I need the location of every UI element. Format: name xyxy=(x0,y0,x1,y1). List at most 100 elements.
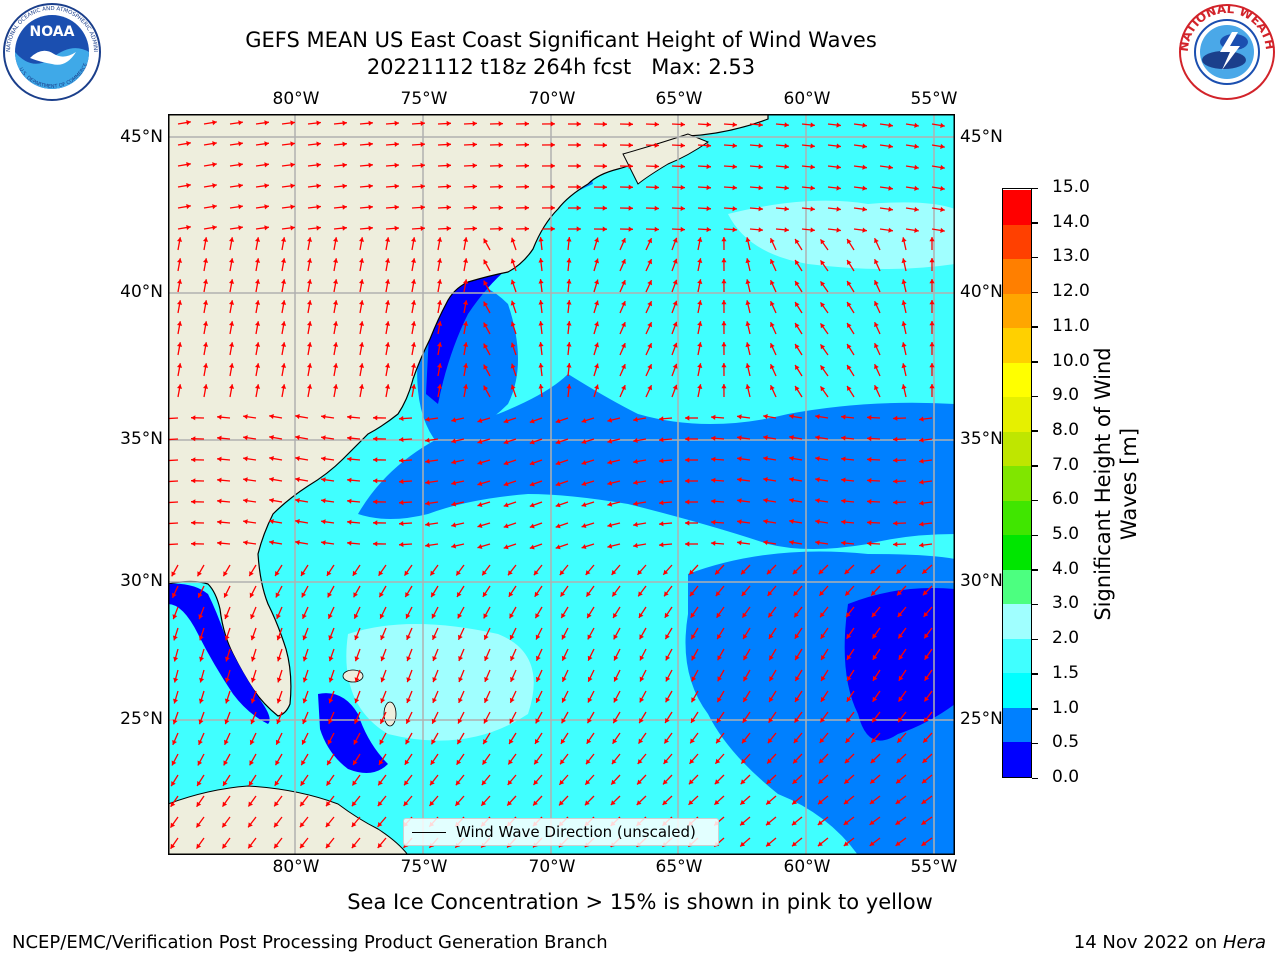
arrow-head-icon xyxy=(472,184,477,190)
arrow-head-icon xyxy=(229,237,235,242)
arrow-head-icon xyxy=(186,225,191,231)
arrow-head-icon xyxy=(869,799,875,804)
arrow-head-icon xyxy=(509,739,514,744)
arrow-head-icon xyxy=(566,258,572,263)
arrow-head-icon xyxy=(430,780,435,786)
arrow-head-icon xyxy=(483,259,489,265)
arrow-head-icon xyxy=(763,456,768,462)
arrow-head-icon xyxy=(602,121,607,127)
colorbar-tick-mark xyxy=(1032,673,1038,675)
arrow-head-icon xyxy=(172,719,178,725)
arrow-head-icon xyxy=(302,656,308,662)
arrow-head-icon xyxy=(784,143,789,149)
arrow-head-icon xyxy=(810,185,815,191)
lat-label-left: 45°N xyxy=(120,127,163,147)
arrow-head-icon xyxy=(482,591,488,597)
arrow-head-icon xyxy=(789,540,794,545)
arrow-head-icon xyxy=(929,342,935,347)
arrow-head-icon xyxy=(770,259,775,265)
arrow-head-icon xyxy=(431,718,437,724)
arrow-head-icon xyxy=(893,499,898,505)
arrow-head-icon xyxy=(191,457,196,463)
arrow-head-icon xyxy=(170,822,176,828)
arrow-head-icon xyxy=(841,477,846,483)
arrow-head-icon xyxy=(385,321,391,326)
arrow-head-icon xyxy=(477,544,483,549)
arrow-head-icon xyxy=(229,363,235,368)
arrow-head-icon xyxy=(446,120,451,127)
arrow-head-icon xyxy=(763,435,768,441)
arrow-head-icon xyxy=(524,163,529,169)
arrow-head-icon xyxy=(274,843,279,849)
arrow-head-icon xyxy=(711,435,716,441)
arrow-head-icon xyxy=(354,656,360,662)
arrow-head-icon xyxy=(483,343,489,349)
arrow-head-icon xyxy=(898,675,904,681)
arrow-head-icon xyxy=(654,142,659,148)
arrow-head-icon xyxy=(621,343,626,348)
arrow-head-icon xyxy=(281,384,287,389)
arrow-head-icon xyxy=(458,697,463,703)
arrow-icon xyxy=(168,501,179,504)
arrow-head-icon xyxy=(612,738,618,744)
arrow-head-icon xyxy=(229,342,235,347)
arrow-head-icon xyxy=(555,544,561,550)
arrow-head-icon xyxy=(769,655,774,661)
map-legend: Wind Wave Direction (unscaled) xyxy=(403,818,719,846)
arrow-head-icon xyxy=(613,718,618,724)
arrow-head-icon xyxy=(503,523,509,529)
colorbar-segment xyxy=(1003,224,1031,260)
arrow-head-icon xyxy=(663,569,669,575)
arrow-head-icon xyxy=(238,120,243,126)
arrow-head-icon xyxy=(697,237,703,242)
arrow-head-icon xyxy=(895,799,901,804)
colorbar-segment xyxy=(1003,672,1031,708)
arrow-head-icon xyxy=(901,384,907,390)
arrow-head-icon xyxy=(770,343,775,349)
arrow-head-icon xyxy=(815,519,820,525)
arrow-head-icon xyxy=(197,571,202,577)
arrow-head-icon xyxy=(685,478,690,484)
arrow-head-icon xyxy=(742,717,748,723)
arrow-head-icon xyxy=(758,164,763,170)
arrow-head-icon xyxy=(587,718,592,724)
arrow-head-icon xyxy=(901,300,907,306)
colorbar-tick-mark xyxy=(1032,708,1038,710)
arrow-head-icon xyxy=(561,634,567,640)
arrow-head-icon xyxy=(498,205,503,211)
arrow-head-icon xyxy=(685,499,690,505)
arrow-head-icon xyxy=(347,540,352,546)
arrow-head-icon xyxy=(637,759,643,764)
arrow-head-icon xyxy=(451,459,457,465)
arrow-head-icon xyxy=(238,141,243,147)
arrow-head-icon xyxy=(191,499,196,505)
arrow-head-icon xyxy=(758,122,763,128)
arrow-head-icon xyxy=(281,342,287,347)
arrow-head-icon xyxy=(691,676,697,682)
arrow-head-icon xyxy=(307,321,313,326)
arrow-head-icon xyxy=(919,500,924,506)
arrow-head-icon xyxy=(281,300,287,305)
arrow-head-icon xyxy=(295,519,300,525)
arrow-head-icon xyxy=(763,540,768,546)
arrow-head-icon xyxy=(766,820,771,826)
arrow-head-icon xyxy=(243,456,248,462)
arrow-head-icon xyxy=(665,676,671,682)
arrow-head-icon xyxy=(847,302,852,307)
arrow-head-icon xyxy=(529,544,535,550)
arrow-head-icon xyxy=(742,612,747,618)
colorbar-tick-label: 8.0 xyxy=(1052,419,1080,440)
arrow-head-icon xyxy=(581,460,587,465)
arrow-head-icon xyxy=(821,676,826,681)
arrow-head-icon xyxy=(841,540,846,546)
arrow-head-icon xyxy=(199,656,204,662)
nws-logo: NATIONAL WEATHER SERVICE xyxy=(1171,0,1278,102)
arrow-head-icon xyxy=(483,322,489,328)
arrow-head-icon xyxy=(841,498,846,504)
arrow-head-icon xyxy=(717,634,722,640)
arrow-head-icon xyxy=(217,519,222,525)
colorbar-tick-mark xyxy=(1032,499,1038,502)
arrow-head-icon xyxy=(745,321,751,327)
arrow-head-icon xyxy=(399,416,404,422)
arrow-head-icon xyxy=(867,436,872,442)
